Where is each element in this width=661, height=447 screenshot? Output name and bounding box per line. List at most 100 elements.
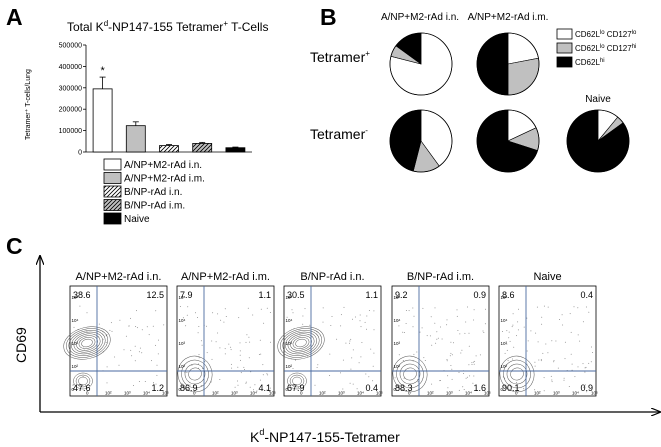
flow-y-tick-label: 10³ [286,341,293,346]
flow-event [340,372,341,374]
flow-event [260,308,262,310]
flow-x-tick-label: 10² [105,391,112,396]
flow-event [592,352,594,353]
flow-event [447,375,449,377]
flow-event [228,343,230,345]
flow-event [86,331,88,333]
flow-event [197,317,198,318]
flow-event [200,385,202,386]
pie-column-label-naive: Naive [585,94,611,105]
flow-event [537,341,539,343]
flow-contour [279,328,323,358]
flow-x-tick-label: 10³ [446,391,453,396]
quadrant-upper-left: 9.2 [395,290,408,300]
flow-event [553,360,555,362]
flow-event [473,309,475,311]
bar-y-tick-label: 0 [78,150,82,157]
flow-event [253,389,254,391]
flow-event [543,390,545,392]
pie-row-label-tetramer-neg: Tetramer- [310,126,368,142]
bar-hatch [159,145,179,152]
flow-event [446,319,448,321]
flow-y-tick-label: 10² [286,364,293,369]
flow-event [82,376,84,377]
bar-y-tick-label: 100000 [59,128,82,135]
flow-event [245,341,247,343]
flow-event [118,364,120,366]
flow-event [370,348,372,350]
flow-event [163,324,165,326]
legend-swatch [103,158,122,171]
flow-event [262,374,264,376]
flow-event [464,332,466,334]
flow-event [512,324,514,326]
flow-x-tick-label: 10⁵ [162,391,169,396]
flow-contour [510,367,524,381]
flow-event [215,341,217,343]
flow-event [256,390,258,392]
quadrant-upper-right: 12.5 [146,290,164,300]
flow-y-tick-label: 10⁵ [286,295,293,300]
flow-event [356,388,358,390]
flow-event [468,332,470,334]
flow-plot-title: B/NP-rAd i.m. [407,271,474,283]
flow-event [197,332,199,334]
flow-y-tick-label: 10³ [501,341,508,346]
flow-event [156,374,158,376]
flow-event [449,355,451,357]
flow-event [434,307,436,309]
flow-event [451,354,453,356]
flow-event [456,315,458,317]
flow-event [447,387,449,389]
flow-y-tick-label: 10⁴ [394,318,401,323]
flow-xlabel: Kd-NP147-155-Tetramer [250,427,400,445]
flow-event [397,320,399,322]
flow-event [292,368,294,369]
flow-event [402,331,404,333]
flow-event [219,379,221,380]
flow-event [237,366,239,368]
flow-contour [287,333,315,353]
flow-event [114,356,116,358]
flow-event [151,360,152,362]
flow-event [579,340,581,342]
quadrant-lower-left: 90.1 [502,383,520,393]
flow-contour [73,333,101,353]
flow-event [85,384,86,386]
quadrant-upper-left: 30.5 [287,290,305,300]
flow-event [128,325,130,327]
quadrant-upper-right: 0.9 [473,290,486,300]
flow-event [198,357,200,359]
flow-event [372,380,374,382]
flow-x-tick-label: 10⁴ [465,391,472,396]
quadrant-lower-right: 0.4 [365,383,378,393]
flow-event [198,326,200,327]
flow-event [372,365,374,367]
flow-event [106,382,108,384]
flow-event [570,331,572,333]
flow-x-tick-label: 10³ [231,391,238,396]
flow-x-tick-label: 0 [86,391,89,396]
quadrant-lower-right: 4.1 [258,383,271,393]
flow-event [248,357,250,359]
flow-event [574,376,576,378]
bar-y-tick-label: 200000 [59,107,82,114]
flow-contour [75,374,91,388]
flow-event [584,367,586,369]
flow-event [231,367,233,369]
flow-event [135,326,137,327]
flow-contour [499,355,535,393]
quadrant-upper-left: 7.9 [180,290,193,300]
flow-event [302,315,304,317]
bar-chart-bars: * [92,65,246,153]
bar-y-tick-label: 300000 [59,85,82,92]
flow-x-tick-label: 10⁵ [484,391,491,396]
flow-event [536,306,538,308]
flow-contour [71,331,103,355]
flow-x-tick-label: 0 [300,391,303,396]
flow-event [202,368,204,370]
flow-event [179,306,181,307]
flow-event [266,373,268,375]
flow-event [463,389,465,390]
